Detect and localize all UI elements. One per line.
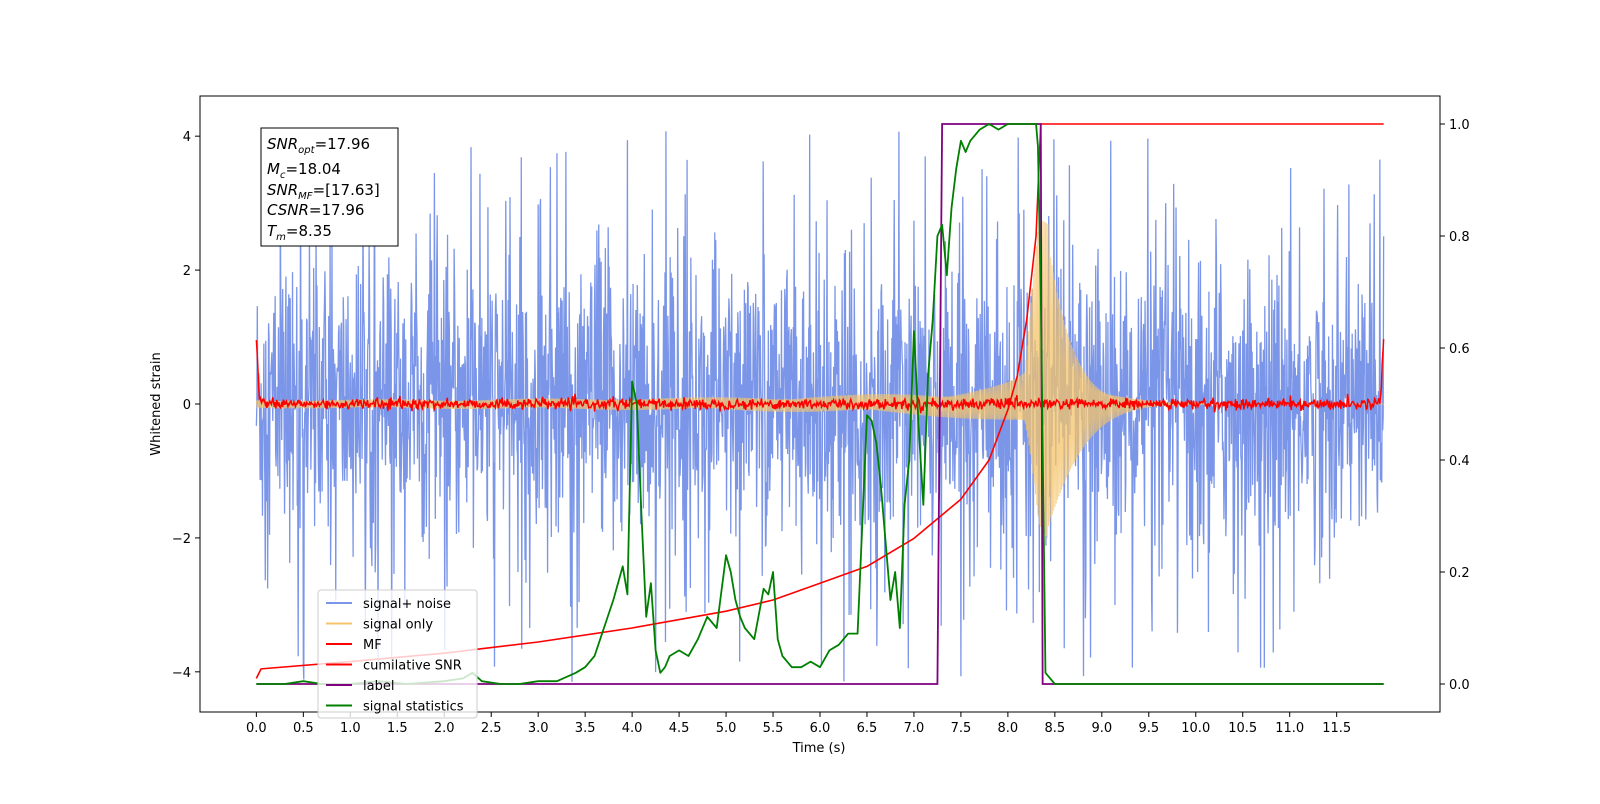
legend-label: signal statistics — [363, 700, 464, 715]
y2-tick-label: 0.2 — [1449, 566, 1470, 581]
legend-frame — [317, 589, 478, 719]
x-tick-label: 6.0 — [810, 721, 831, 736]
legend-label: signal only — [363, 618, 433, 633]
x-tick-label: 11.0 — [1275, 721, 1304, 736]
legend-label: cumilative SNR — [363, 659, 462, 674]
y-tick-label: 4 — [183, 130, 191, 145]
y2-tick-label: 0.0 — [1449, 678, 1470, 693]
x-tick-label: 8.5 — [1045, 721, 1066, 736]
legend-label: signal+ noise — [363, 597, 451, 612]
x-tick-label: 5.0 — [716, 721, 737, 736]
x-tick-label: 1.0 — [340, 721, 361, 736]
x-tick-label: 4.5 — [669, 721, 690, 736]
x-tick-label: 6.5 — [857, 721, 878, 736]
y-tick-label: −2 — [172, 532, 191, 547]
legend-label: MF — [363, 638, 382, 653]
annotation-tm: Tm=8.35 — [267, 222, 332, 243]
x-tick-label: 3.0 — [528, 721, 549, 736]
y2-tick-label: 0.6 — [1449, 342, 1470, 357]
legend-label: label — [363, 679, 394, 694]
y-tick-label: −4 — [172, 666, 191, 681]
y-axis-right: 0.0 0.2 0.4 0.6 0.8 1.0 — [1440, 118, 1470, 693]
x-tick-label: 2.5 — [481, 721, 502, 736]
series-signal-statistics — [256, 123, 1384, 685]
legend: signal+ noise signal only MF cumilative SNR… — [317, 589, 478, 719]
y2-tick-label: 1.0 — [1449, 118, 1470, 133]
x-tick-label: 0.0 — [246, 721, 267, 736]
y-tick-label: 2 — [183, 264, 191, 279]
y2-tick-label: 0.4 — [1449, 454, 1470, 469]
x-tick-label: 9.5 — [1138, 721, 1159, 736]
x-tick-label: 8.0 — [998, 721, 1019, 736]
x-tick-label: 7.5 — [951, 721, 972, 736]
x-tick-label: 10.5 — [1228, 721, 1257, 736]
annotation-chirp-mass: Mc=18.04 — [267, 160, 341, 181]
y-tick-label: 0 — [183, 398, 191, 413]
y-axis-left: −4 −2 0 2 4 — [172, 130, 200, 681]
annotation-box: SNRopt=17.96 Mc=18.04 SNRMF=[17.63] CSNR… — [260, 127, 399, 247]
y2-tick-label: 0.8 — [1449, 230, 1470, 245]
annotation-snr-opt: SNRopt=17.96 — [267, 135, 370, 156]
annotation-snr-mf: SNRMF=[17.63] — [267, 181, 380, 202]
x-tick-label: 10.0 — [1181, 721, 1210, 736]
x-tick-label: 1.5 — [387, 721, 408, 736]
x-axis-label: Time (s) — [792, 741, 846, 756]
x-tick-label: 3.5 — [575, 721, 596, 736]
x-tick-label: 11.5 — [1322, 721, 1351, 736]
annotation-csnr: CSNR=17.96 — [267, 201, 364, 219]
x-tick-label: 9.0 — [1091, 721, 1112, 736]
y-axis-label: Whitened strain — [149, 352, 164, 455]
series-mf — [255, 339, 1385, 414]
x-axis: 0.0 0.5 1.0 1.5 2.0 2.5 3.0 3.5 4.0 4.5 5.0 5.5 6.0 6… — [246, 712, 1351, 736]
x-tick-label: 5.5 — [763, 721, 784, 736]
x-tick-label: 2.0 — [434, 721, 455, 736]
x-tick-label: 0.5 — [293, 721, 314, 736]
x-tick-label: 4.0 — [622, 721, 643, 736]
x-tick-label: 7.0 — [904, 721, 925, 736]
